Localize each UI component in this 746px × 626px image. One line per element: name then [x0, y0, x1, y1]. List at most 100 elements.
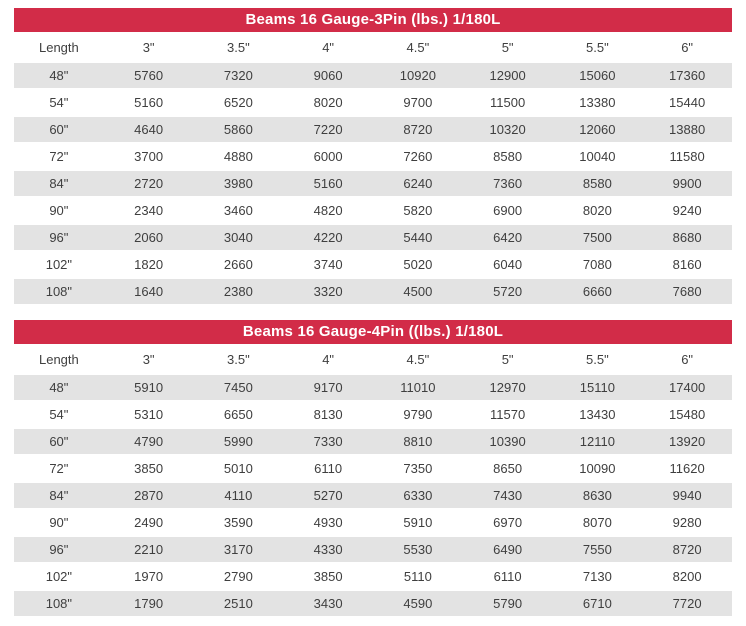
capacity-cell: 11580	[642, 143, 732, 171]
capacity-cell: 9240	[642, 197, 732, 225]
capacity-cell: 8130	[283, 401, 373, 429]
capacity-cell: 9280	[642, 509, 732, 537]
width-column-header: 4"	[283, 344, 373, 375]
capacity-cell: 5860	[193, 116, 284, 144]
capacity-cell: 10390	[462, 428, 553, 456]
capacity-cell: 5160	[103, 89, 194, 117]
capacity-cell: 7350	[373, 455, 463, 483]
length-cell: 72"	[14, 455, 104, 483]
table-row: 54" 5160 6520 8020 9700 11500 13380 15440	[14, 89, 732, 117]
capacity-cell: 4930	[283, 509, 373, 537]
capacity-cell: 5990	[193, 428, 284, 456]
capacity-cell: 2380	[193, 278, 284, 306]
capacity-cell: 5760	[103, 63, 194, 90]
capacity-cell: 13920	[642, 428, 732, 456]
capacity-cell: 6330	[373, 482, 463, 510]
capacity-cell: 7550	[552, 536, 643, 564]
capacity-cell: 9940	[642, 482, 732, 510]
capacity-cell: 9060	[283, 63, 373, 90]
capacity-cell: 3980	[193, 170, 284, 198]
capacity-cell: 7130	[552, 563, 643, 591]
capacity-cell: 6660	[552, 278, 643, 306]
capacity-cell: 8020	[283, 89, 373, 117]
capacity-cell: 5910	[103, 375, 194, 402]
capacity-cell: 2510	[193, 590, 284, 618]
width-column-header: 3"	[103, 344, 194, 375]
length-cell: 54"	[14, 401, 104, 429]
capacity-cell: 10040	[552, 143, 643, 171]
capacity-cell: 13430	[552, 401, 643, 429]
capacity-cell: 6650	[193, 401, 284, 429]
capacity-cell: 3460	[193, 197, 284, 225]
capacity-cell: 8720	[642, 536, 732, 564]
length-column-header: Length	[14, 344, 104, 375]
length-cell: 84"	[14, 482, 104, 510]
length-cell: 72"	[14, 143, 104, 171]
capacity-cell: 12060	[552, 116, 643, 144]
capacity-cell: 5160	[283, 170, 373, 198]
capacity-cell: 13880	[642, 116, 732, 144]
beams-4pin-table: Length 3" 3.5" 4" 4.5" 5" 5.5" 6" 48" 5910 7450 917…	[14, 344, 732, 618]
length-cell: 54"	[14, 89, 104, 117]
capacity-cell: 6000	[283, 143, 373, 171]
capacity-cell: 5530	[373, 536, 463, 564]
capacity-cell: 2790	[193, 563, 284, 591]
width-column-header: 4"	[283, 32, 373, 63]
capacity-cell: 5440	[373, 224, 463, 252]
width-column-header: 5"	[462, 32, 553, 63]
length-cell: 108"	[14, 278, 104, 306]
capacity-cell: 10920	[373, 63, 463, 90]
capacity-cell: 8200	[642, 563, 732, 591]
table-row: 90" 2340 3460 4820 5820 6900 8020 9240	[14, 197, 732, 225]
capacity-cell: 6040	[462, 251, 553, 279]
capacity-cell: 2490	[103, 509, 194, 537]
capacity-cell: 15440	[642, 89, 732, 117]
capacity-cell: 5310	[103, 401, 194, 429]
table-row: 84" 2720 3980 5160 6240 7360 8580 9900	[14, 170, 732, 198]
capacity-cell: 9900	[642, 170, 732, 198]
capacity-cell: 11010	[373, 375, 463, 402]
length-cell: 96"	[14, 224, 104, 252]
capacity-cell: 2340	[103, 197, 194, 225]
capacity-cell: 8630	[552, 482, 643, 510]
table-row: 102" 1820 2660 3740 5020 6040 7080 8160	[14, 251, 732, 279]
capacity-cell: 6900	[462, 197, 553, 225]
capacity-cell: 5020	[373, 251, 463, 279]
capacity-cell: 7220	[283, 116, 373, 144]
capacity-cell: 7330	[283, 428, 373, 456]
capacity-cell: 9790	[373, 401, 463, 429]
capacity-cell: 5790	[462, 590, 553, 618]
capacity-cell: 3850	[103, 455, 194, 483]
table-row: 108" 1640 2380 3320 4500 5720 6660 7680	[14, 278, 732, 306]
capacity-cell: 1820	[103, 251, 194, 279]
table-row: 48" 5910 7450 9170 11010 12970 15110 17400	[14, 375, 732, 402]
capacity-cell: 6710	[552, 590, 643, 618]
capacity-cell: 7680	[642, 278, 732, 306]
capacity-cell: 6970	[462, 509, 553, 537]
column-header-row: Length 3" 3.5" 4" 4.5" 5" 5.5" 6"	[14, 344, 732, 375]
capacity-cell: 6490	[462, 536, 553, 564]
table-row: 72" 3700 4880 6000 7260 8580 10040 11580	[14, 143, 732, 171]
table-row: 102" 1970 2790 3850 5110 6110 7130 8200	[14, 563, 732, 591]
capacity-cell: 7260	[373, 143, 463, 171]
capacity-cell: 4220	[283, 224, 373, 252]
capacity-cell: 7320	[193, 63, 284, 90]
width-column-header: 6"	[642, 32, 732, 63]
length-cell: 96"	[14, 536, 104, 564]
capacity-cell: 7500	[552, 224, 643, 252]
capacity-cell: 12970	[462, 375, 553, 402]
width-column-header: 4.5"	[373, 32, 463, 63]
capacity-cell: 12110	[552, 428, 643, 456]
length-cell: 84"	[14, 170, 104, 198]
capacity-cell: 7360	[462, 170, 553, 198]
capacity-cell: 6420	[462, 224, 553, 252]
capacity-cell: 4820	[283, 197, 373, 225]
capacity-cell: 6110	[283, 455, 373, 483]
width-column-header: 3"	[103, 32, 194, 63]
capacity-cell: 6110	[462, 563, 553, 591]
column-header-row: Length 3" 3.5" 4" 4.5" 5" 5.5" 6"	[14, 32, 732, 63]
capacity-cell: 7450	[193, 375, 284, 402]
capacity-cell: 2060	[103, 224, 194, 252]
capacity-cell: 5010	[193, 455, 284, 483]
